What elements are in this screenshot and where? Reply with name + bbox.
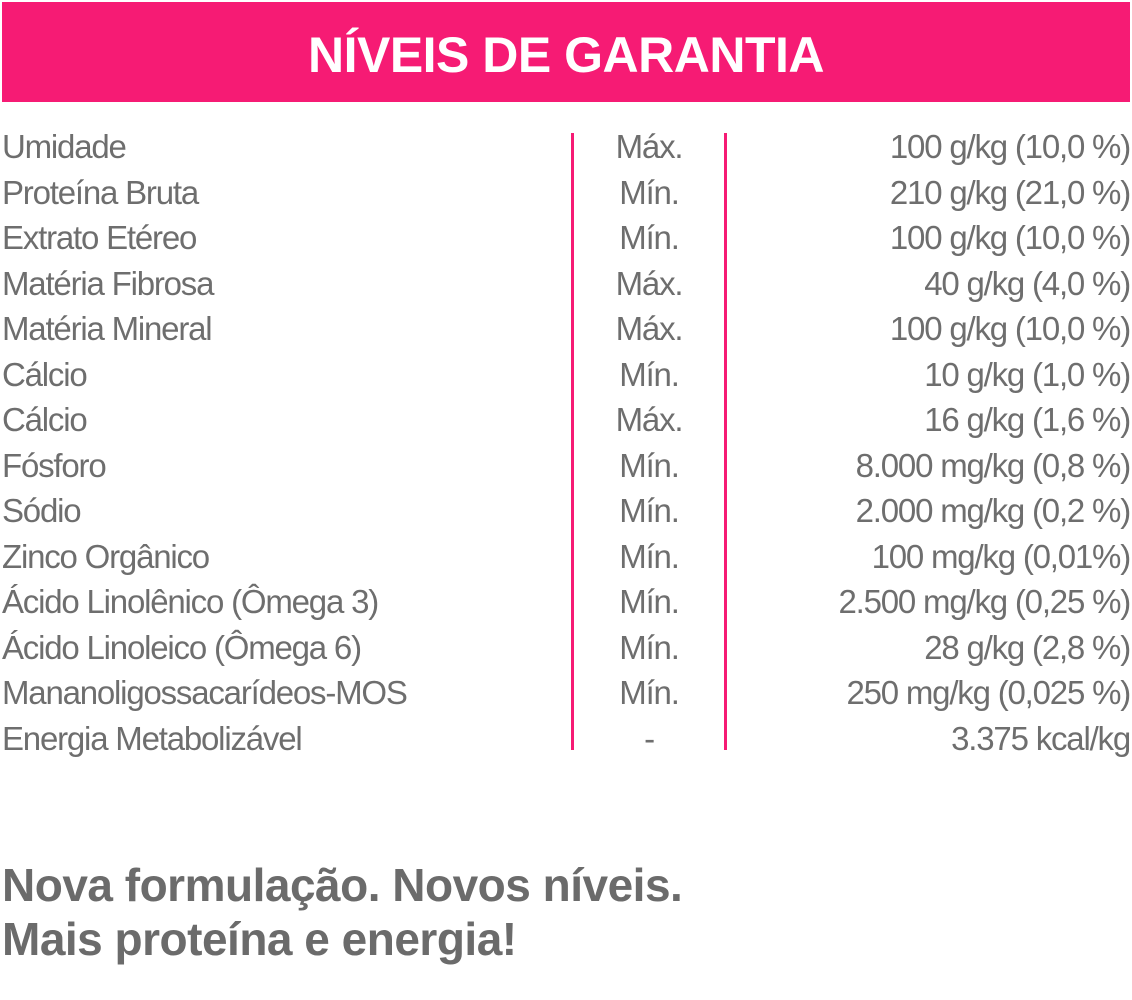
nutrient-value: 40 g/kg (4,0 %) (924, 264, 1131, 302)
table-row: Cálcio Máx. 16 g/kg (1,6 %) (0, 397, 1132, 443)
limit-type: Mín. (619, 583, 680, 620)
table-row: Extrato Etéreo Mín. 100 g/kg (10,0 %) (0, 215, 1132, 261)
table-row: Cálcio Mín. 10 g/kg (1,0 %) (0, 352, 1132, 398)
table-row: Matéria Fibrosa Máx. 40 g/kg (4,0 %) (0, 261, 1132, 307)
nutrient-name: Extrato Etéreo (2, 219, 197, 256)
nutrient-name: Matéria Mineral (2, 310, 213, 347)
nutrient-value: 8.000 mg/kg (0,8 %) (855, 446, 1132, 484)
table-row: Fósforo Mín. 8.000 mg/kg (0,8 %) (0, 443, 1132, 489)
nutrient-value: 250 mg/kg (0,025 %) (846, 674, 1131, 711)
table-row: Umidade Máx. 100 g/kg (10,0 %) (0, 124, 1132, 170)
nutrient-name: Ácido Linolênico (Ômega 3) (2, 583, 379, 620)
nutrient-value: 28 g/kg (2,8 %) (924, 628, 1131, 666)
limit-type: Mín. (619, 492, 680, 529)
nutrient-value: 100 g/kg (10,0 %) (889, 310, 1131, 347)
limit-type: Máx. (615, 128, 684, 165)
limit-type: - (644, 719, 655, 757)
limit-type: Mín. (619, 173, 680, 211)
limit-type: Mín. (619, 446, 680, 484)
nutrient-name: Fósforo (2, 446, 107, 484)
limit-type: Mín. (619, 628, 680, 666)
table-row: Zinco Orgânico Mín. 100 mg/kg (0,01%) (0, 534, 1132, 580)
nutrient-name: Cálcio (2, 401, 88, 438)
limit-type: Mín. (619, 537, 680, 575)
table-row: Mananoligossacarídeos-MOS Mín. 250 mg/kg (… (0, 670, 1132, 716)
nutrient-value: 2.500 mg/kg (0,25 %) (838, 583, 1132, 620)
slogan-line-1: Nova formulação. Novos níveis. (2, 859, 683, 911)
nutrient-value: 100 g/kg (10,0 %) (889, 128, 1131, 165)
limit-type: Máx. (615, 264, 684, 302)
nutrient-name: Energia Metabolizável (2, 719, 303, 757)
nutrient-name: Matéria Fibrosa (2, 264, 214, 302)
nutrient-value: 10 g/kg (1,0 %) (924, 355, 1131, 393)
nutrient-value: 100 mg/kg (0,01%) (871, 537, 1132, 575)
column-divider-right (724, 133, 727, 750)
limit-type: Mín. (619, 674, 680, 711)
nutrient-value: 210 g/kg (21,0 %) (889, 173, 1131, 211)
slogan: Nova formulação. Novos níveis. Mais prot… (2, 858, 683, 966)
table-row: Sódio Mín. 2.000 mg/kg (0,2 %) (0, 488, 1132, 534)
table-row: Ácido Linolênico (Ômega 3) Mín. 2.500 mg/k… (0, 579, 1132, 625)
nutrient-name: Ácido Linoleico (Ômega 6) (2, 628, 362, 666)
nutrient-name: Sódio (2, 492, 82, 529)
table-row: Ácido Linoleico (Ômega 6) Mín. 28 g/kg (2,… (0, 625, 1132, 671)
nutrient-name: Zinco Orgânico (2, 537, 210, 575)
nutrient-value: 100 g/kg (10,0 %) (889, 219, 1131, 256)
limit-type: Máx. (615, 310, 684, 347)
nutrient-value: 16 g/kg (1,6 %) (924, 401, 1131, 438)
nutrient-name: Proteína Bruta (2, 173, 199, 211)
limit-type: Máx. (615, 401, 684, 438)
table-row: Matéria Mineral Máx. 100 g/kg (10,0 %) (0, 306, 1132, 352)
page-title: NÍVEIS DE GARANTIA (307, 27, 825, 83)
nutrient-value: 2.000 mg/kg (0,2 %) (855, 492, 1132, 529)
limit-type: Mín. (619, 355, 680, 393)
nutrient-value: 3.375 kcal/kg (951, 719, 1131, 757)
nutrient-name: Umidade (2, 128, 127, 165)
table-row: Energia Metabolizável - 3.375 kcal/kg (0, 716, 1132, 762)
table-row: Proteína Bruta Mín. 210 g/kg (21,0 %) (0, 170, 1132, 216)
limit-type: Mín. (619, 219, 680, 256)
header-banner: NÍVEIS DE GARANTIA (2, 2, 1130, 102)
nutrient-name: Cálcio (2, 355, 88, 393)
guarantee-table: Umidade Máx. 100 g/kg (10,0 %) Proteína Bru… (0, 124, 1132, 761)
slogan-line-2: Mais proteína e energia! (2, 913, 517, 965)
column-divider-left (571, 133, 574, 750)
nutrient-name: Mananoligossacarídeos-MOS (2, 674, 408, 711)
